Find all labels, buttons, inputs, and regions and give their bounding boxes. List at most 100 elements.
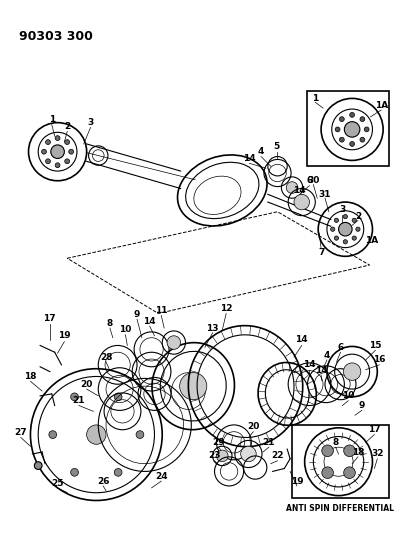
Text: 21: 21 <box>262 438 274 447</box>
Circle shape <box>34 462 42 470</box>
Circle shape <box>333 218 338 222</box>
Text: 17: 17 <box>367 425 380 434</box>
Circle shape <box>333 236 338 240</box>
Text: 9: 9 <box>358 401 364 410</box>
Text: 4: 4 <box>323 351 329 360</box>
Text: 24: 24 <box>155 472 167 481</box>
Circle shape <box>343 122 359 137</box>
Circle shape <box>330 227 334 231</box>
Text: 20: 20 <box>80 379 93 389</box>
Bar <box>306 91 388 166</box>
Circle shape <box>114 393 122 401</box>
Circle shape <box>338 222 351 236</box>
Circle shape <box>70 469 78 476</box>
Circle shape <box>179 373 206 400</box>
Circle shape <box>359 138 364 142</box>
Text: 12: 12 <box>220 304 232 313</box>
Text: 1A: 1A <box>374 101 387 110</box>
Circle shape <box>70 393 78 401</box>
Circle shape <box>343 467 354 479</box>
Circle shape <box>286 182 297 193</box>
Circle shape <box>343 363 360 381</box>
Circle shape <box>64 159 69 164</box>
Text: 19: 19 <box>58 332 70 340</box>
Circle shape <box>68 149 73 154</box>
Text: 10: 10 <box>341 391 354 400</box>
Circle shape <box>343 445 354 457</box>
Circle shape <box>342 214 347 219</box>
Text: 9: 9 <box>134 310 140 319</box>
Circle shape <box>216 450 228 462</box>
Text: 14: 14 <box>243 154 255 163</box>
Circle shape <box>41 149 46 154</box>
Text: 19: 19 <box>290 477 303 486</box>
Text: 31: 31 <box>318 190 330 199</box>
Text: 90303 300: 90303 300 <box>19 30 92 43</box>
Circle shape <box>51 145 64 158</box>
Text: 1A: 1A <box>364 236 377 245</box>
Circle shape <box>45 159 50 164</box>
Text: 11: 11 <box>155 306 167 315</box>
Text: 6: 6 <box>337 343 343 352</box>
Text: 14: 14 <box>303 360 315 369</box>
Circle shape <box>49 431 56 439</box>
Text: 10: 10 <box>119 326 131 335</box>
Text: 23: 23 <box>208 451 220 461</box>
Text: 14: 14 <box>143 317 156 326</box>
Circle shape <box>240 446 256 462</box>
Circle shape <box>339 138 343 142</box>
Text: 28: 28 <box>100 353 112 361</box>
Circle shape <box>114 469 122 476</box>
Circle shape <box>45 140 50 144</box>
Text: 3: 3 <box>87 118 94 127</box>
Circle shape <box>86 425 106 445</box>
Circle shape <box>349 142 354 147</box>
Circle shape <box>335 127 339 132</box>
Circle shape <box>359 117 364 122</box>
Text: 8: 8 <box>332 438 338 447</box>
Circle shape <box>339 117 343 122</box>
Text: 3: 3 <box>339 205 345 214</box>
Circle shape <box>351 236 356 240</box>
Circle shape <box>342 240 347 244</box>
Bar <box>291 425 388 498</box>
Text: 5: 5 <box>273 142 279 151</box>
Text: 14: 14 <box>314 366 326 375</box>
Text: 2: 2 <box>354 212 360 221</box>
Circle shape <box>349 112 354 117</box>
Circle shape <box>321 445 333 457</box>
Text: ANTI SPIN DIFFERENTIAL: ANTI SPIN DIFFERENTIAL <box>286 504 394 513</box>
Text: 22: 22 <box>271 451 283 461</box>
Text: 18: 18 <box>351 448 363 457</box>
Circle shape <box>351 218 356 222</box>
Text: 13: 13 <box>206 324 218 333</box>
Text: 26: 26 <box>97 477 109 486</box>
Text: 8: 8 <box>107 319 113 328</box>
Text: 4: 4 <box>257 147 264 156</box>
Text: 7: 7 <box>317 248 324 257</box>
Text: 27: 27 <box>15 428 27 437</box>
Circle shape <box>293 195 309 210</box>
Text: 6: 6 <box>306 176 312 185</box>
Circle shape <box>55 163 60 168</box>
Text: 15: 15 <box>368 341 381 350</box>
Circle shape <box>64 140 69 144</box>
Text: 2: 2 <box>64 122 70 131</box>
Circle shape <box>321 467 333 479</box>
Text: 21: 21 <box>72 396 85 405</box>
Text: 14: 14 <box>295 335 307 344</box>
Text: 18: 18 <box>24 372 36 381</box>
Text: 16: 16 <box>372 356 384 365</box>
Text: 14: 14 <box>293 186 305 195</box>
Circle shape <box>136 431 143 439</box>
Text: 30: 30 <box>307 176 319 185</box>
Circle shape <box>166 336 180 349</box>
Text: 20: 20 <box>247 422 259 431</box>
Circle shape <box>363 127 368 132</box>
Text: 17: 17 <box>43 314 56 323</box>
Text: 1: 1 <box>311 94 318 103</box>
Circle shape <box>355 227 359 231</box>
Text: 32: 32 <box>370 449 383 458</box>
Text: 1: 1 <box>49 115 55 124</box>
Circle shape <box>55 136 60 141</box>
